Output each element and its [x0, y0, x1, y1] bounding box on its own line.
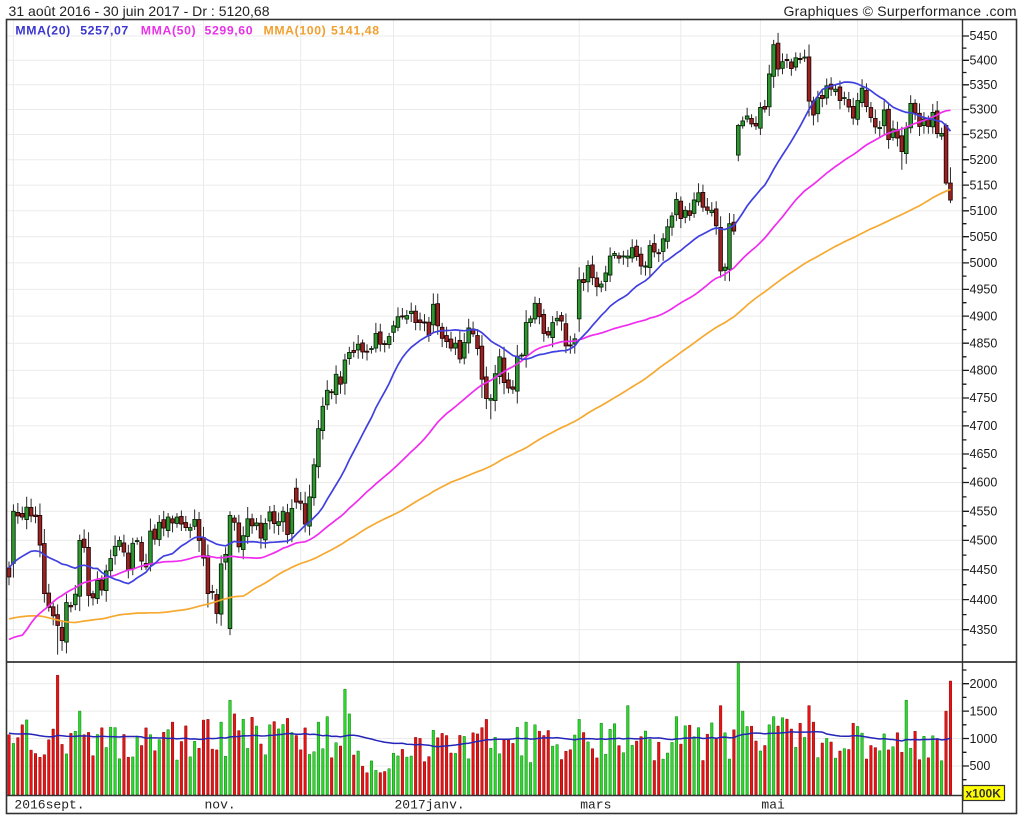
svg-text:4450: 4450	[970, 563, 998, 577]
svg-text:4950: 4950	[970, 283, 998, 297]
svg-text:4650: 4650	[970, 447, 998, 461]
svg-text:5000: 5000	[970, 256, 998, 270]
svg-text:4550: 4550	[970, 505, 998, 519]
svg-text:MMA(20): MMA(20)	[15, 24, 70, 38]
svg-text:4800: 4800	[970, 364, 998, 378]
svg-text:nov.: nov.	[205, 798, 236, 813]
svg-text:5257,07: 5257,07	[80, 24, 129, 38]
svg-text:4600: 4600	[970, 476, 998, 490]
svg-text:Graphiques © Surperformance .c: Graphiques © Surperformance .com	[784, 3, 1017, 19]
svg-text:5400: 5400	[970, 54, 998, 68]
svg-text:5299,60: 5299,60	[205, 24, 254, 38]
svg-text:2016sept.: 2016sept.	[14, 798, 84, 813]
svg-text:5350: 5350	[970, 78, 998, 92]
svg-text:5050: 5050	[970, 230, 998, 244]
svg-text:5300: 5300	[970, 103, 998, 117]
svg-text:1500: 1500	[970, 704, 998, 718]
svg-text:31 août 2016 - 30 juin 2017 -: 31 août 2016 - 30 juin 2017 - Dr : 5120,…	[9, 3, 270, 19]
svg-text:4700: 4700	[970, 419, 998, 433]
svg-text:2017janv.: 2017janv.	[395, 798, 465, 813]
svg-text:MMA(100): MMA(100)	[264, 24, 327, 38]
svg-text:5100: 5100	[970, 204, 998, 218]
svg-text:4350: 4350	[970, 623, 998, 637]
svg-text:mai: mai	[761, 798, 785, 813]
svg-text:5141,48: 5141,48	[331, 24, 380, 38]
svg-text:mars: mars	[580, 798, 611, 813]
svg-text:5250: 5250	[970, 128, 998, 142]
svg-text:4850: 4850	[970, 336, 998, 350]
svg-text:5450: 5450	[970, 29, 998, 43]
svg-text:5150: 5150	[970, 178, 998, 192]
svg-text:1000: 1000	[970, 732, 998, 746]
svg-text:MMA(50): MMA(50)	[141, 24, 196, 38]
svg-text:4900: 4900	[970, 309, 998, 323]
svg-text:4500: 4500	[970, 534, 998, 548]
svg-text:x100K: x100K	[966, 786, 1002, 800]
svg-text:4750: 4750	[970, 391, 998, 405]
svg-text:500: 500	[970, 759, 991, 773]
svg-text:2000: 2000	[970, 677, 998, 691]
svg-text:4400: 4400	[970, 593, 998, 607]
svg-text:5200: 5200	[970, 153, 998, 167]
